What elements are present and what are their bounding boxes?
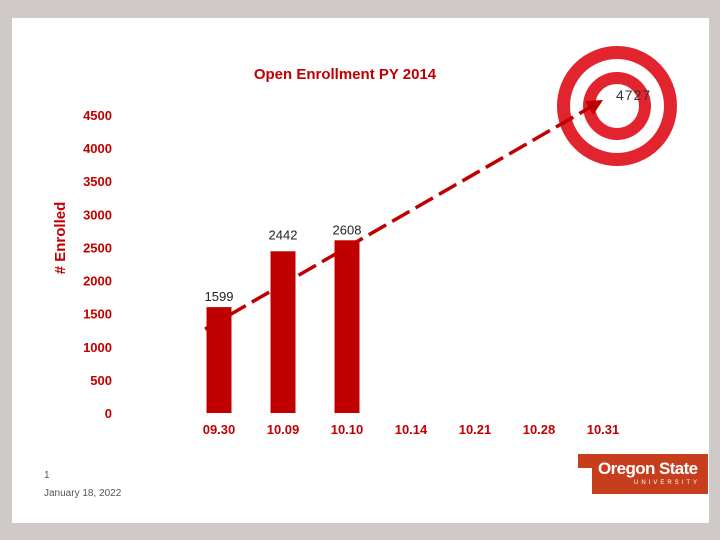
data-label-10.10: 2608 xyxy=(333,222,362,237)
slide-date: January 18, 2022 xyxy=(44,488,122,499)
y-tick-label: 2500 xyxy=(83,240,112,255)
logo-box: Oregon State UNIVERSITY xyxy=(592,454,708,494)
enrollment-chart: Open Enrollment PY 2014 # Enrolled 0 500 1… xyxy=(52,46,677,437)
slide-number: 1 xyxy=(44,470,50,481)
x-tick-label: 10.28 xyxy=(523,422,556,437)
data-label-10.09: 2442 xyxy=(269,227,298,242)
data-labels: 1599 2442 2608 xyxy=(205,222,362,304)
chart-title: Open Enrollment PY 2014 xyxy=(254,66,437,83)
y-tick-label: 4000 xyxy=(83,141,112,156)
target-value-label: 4727 xyxy=(616,87,651,103)
bars xyxy=(206,240,360,413)
bar-10.09 xyxy=(270,251,296,413)
x-tick-label: 10.21 xyxy=(459,422,492,437)
logo-corner-mark xyxy=(578,454,592,468)
y-tick-label: 4500 xyxy=(83,108,112,123)
y-tick-label: 1500 xyxy=(83,307,112,322)
logo-subtitle: UNIVERSITY xyxy=(634,480,701,486)
trend-arrow xyxy=(204,103,596,331)
target-ring xyxy=(595,84,639,128)
y-tick-label: 2000 xyxy=(83,274,112,289)
bullseye-target-icon xyxy=(557,46,677,166)
x-tick-label: 10.14 xyxy=(395,422,428,437)
logo-name: Oregon State xyxy=(598,459,698,478)
bar-10.10 xyxy=(334,240,360,413)
x-tick-label: 10.10 xyxy=(331,422,364,437)
x-tick-label: 09.30 xyxy=(203,422,236,437)
y-axis-label: # Enrolled xyxy=(52,202,69,275)
x-tick-label: 10.09 xyxy=(267,422,300,437)
y-tick-label: 1000 xyxy=(83,340,112,355)
oregon-state-logo: Oregon State UNIVERSITY xyxy=(578,454,708,494)
y-tick-label: 500 xyxy=(90,373,112,388)
data-label-09.30: 1599 xyxy=(205,289,234,304)
y-tick-label: 0 xyxy=(105,406,112,421)
y-tick-label: 3000 xyxy=(83,207,112,222)
slide: Open Enrollment PY 2014 # Enrolled 0 500 1… xyxy=(12,18,709,523)
y-axis-ticks: 0 500 1000 1500 2000 2500 3000 3500 4000 4500 xyxy=(83,108,112,421)
x-axis-ticks: 09.30 10.09 10.10 10.14 10.21 10.28 10.31 xyxy=(203,422,620,437)
y-tick-label: 3500 xyxy=(83,174,112,189)
arrow-head xyxy=(585,99,603,115)
x-tick-label: 10.31 xyxy=(587,422,620,437)
